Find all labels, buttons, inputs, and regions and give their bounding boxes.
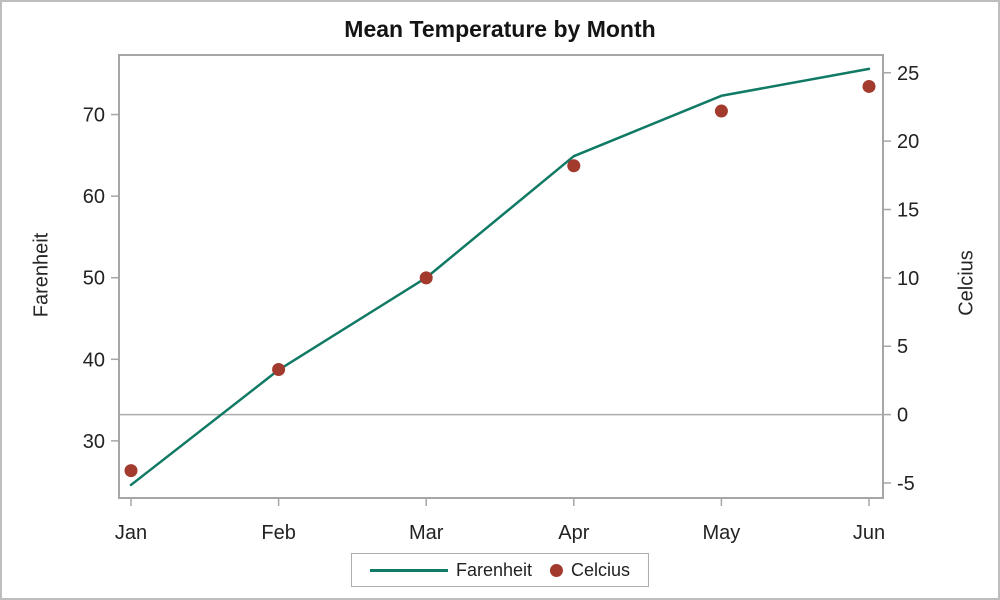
y-right-tick-label: 20	[897, 131, 919, 153]
y-right-tick-label: 10	[897, 268, 919, 290]
x-tick-label: Jan	[115, 522, 147, 544]
y-left-tick-label: 50	[83, 268, 105, 290]
legend-line-swatch-fahrenheit	[369, 568, 448, 572]
chart-title: Mean Temperature by Month	[344, 16, 656, 42]
y-right-tick-label: 5	[897, 336, 908, 358]
celsius-point	[714, 104, 728, 118]
y-left-tick-label: 60	[83, 186, 105, 208]
x-tick-label: Mar	[409, 522, 444, 544]
y-left-tick-label: 30	[83, 431, 105, 453]
y-right-tick-label: 0	[897, 405, 908, 427]
x-tick-label: Apr	[558, 522, 589, 544]
plot-wall	[118, 54, 884, 499]
y-right-tick-label: 25	[897, 63, 919, 85]
celsius-point	[272, 362, 286, 376]
y-left-tick-label: 70	[83, 105, 105, 127]
x-tick-label: Feb	[261, 522, 295, 544]
y-right-tick-label: 15	[897, 200, 919, 222]
celsius-point	[124, 464, 138, 478]
legend-label-fahrenheit: Farenheit	[455, 560, 533, 580]
x-tick-label: May	[703, 522, 741, 544]
legend-marker-swatch-celsius	[550, 563, 564, 577]
x-tick-label: Jun	[853, 522, 885, 544]
celsius-point	[862, 79, 876, 93]
y-right-tick-label: -5	[897, 473, 915, 495]
legend-label-celsius: Celcius	[571, 560, 631, 580]
celsius-point	[419, 271, 433, 285]
fahrenheit-line	[129, 67, 871, 487]
celsius-point	[567, 159, 581, 173]
y-left-tick-label: 40	[83, 349, 105, 371]
legend: Farenheit Celcius	[350, 553, 650, 587]
